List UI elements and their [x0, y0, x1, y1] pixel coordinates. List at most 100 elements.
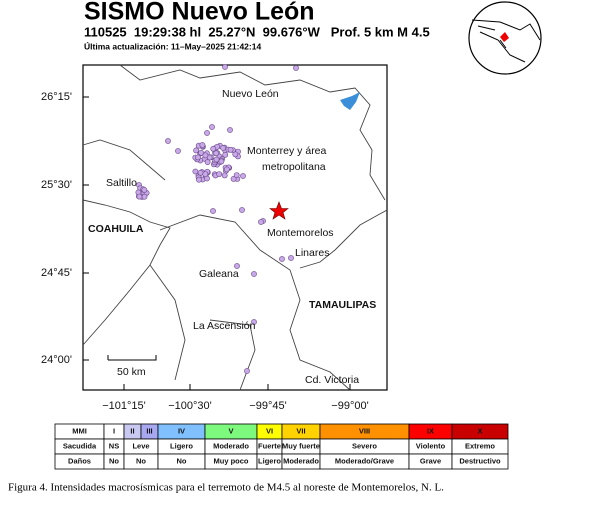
- boundaries: [82, 64, 388, 391]
- updated: Última actualización: 11–May–2025 21:42:…: [84, 40, 261, 51]
- table-text: Leve: [132, 441, 149, 450]
- table-text: Grave: [420, 456, 441, 465]
- y-tick-label: 24°00': [41, 354, 72, 366]
- table-text: Daños: [68, 456, 91, 465]
- report-dot: [216, 171, 223, 177]
- report-dot: [213, 150, 220, 157]
- table-text: III: [146, 426, 152, 435]
- report-dot: [221, 172, 228, 179]
- report-dot: [210, 208, 216, 214]
- table-text: Severo: [352, 441, 377, 450]
- report-dot: [136, 193, 143, 200]
- table-text: V: [228, 426, 233, 435]
- place-label: Galeana: [199, 268, 239, 280]
- table-text: Sacudida: [63, 441, 97, 450]
- report-dot: [199, 142, 206, 148]
- table-text: Fuerte: [258, 441, 281, 450]
- reports: [135, 64, 299, 374]
- place-label: La Ascensión: [193, 320, 256, 332]
- caption: Figura 4. Intensidades macrosísmicas par…: [8, 482, 444, 494]
- report-dot: [175, 148, 181, 154]
- place-label: Linares: [295, 247, 329, 259]
- place-label: Nuevo León: [222, 88, 279, 100]
- y-tick-label: 26°15': [41, 91, 72, 103]
- report-dot: [209, 124, 215, 130]
- map-frame: [82, 64, 388, 391]
- report-dot: [202, 152, 209, 159]
- table-text: Violento: [416, 441, 446, 450]
- epicenter: [269, 201, 289, 220]
- report-dot: [218, 158, 225, 165]
- report-dot: [234, 263, 240, 269]
- table-text: VIII: [359, 426, 370, 435]
- table-text: No: [136, 456, 146, 465]
- report-dot: [222, 151, 229, 158]
- report-dot: [227, 146, 234, 153]
- table-text: Extremo: [465, 441, 495, 450]
- report-dot: [240, 173, 246, 179]
- scale-bar: [107, 355, 157, 361]
- table-text: IV: [178, 426, 185, 435]
- place-label: Cd. Victoria: [305, 374, 359, 386]
- title: SISMO Nuevo León: [84, 0, 315, 26]
- report-dot: [251, 271, 257, 277]
- report-dot: [192, 168, 199, 175]
- report-dot: [193, 147, 199, 154]
- table-text: Ligero: [258, 456, 281, 465]
- y-tick-label: 24°45': [41, 267, 72, 279]
- x-tick-label: −101°15': [102, 400, 146, 412]
- report-dot: [204, 159, 211, 165]
- place-label: metropolitana: [262, 161, 326, 173]
- place-label: Montemorelos: [267, 227, 334, 239]
- report-dot: [227, 127, 233, 133]
- table-text: No: [109, 456, 119, 465]
- report-dot: [202, 171, 209, 177]
- report-dot: [165, 138, 171, 144]
- report-dot: [204, 130, 210, 136]
- table-text: NS: [109, 441, 119, 450]
- report-dot: [293, 65, 299, 71]
- x-tick-label: −99°00': [331, 400, 368, 412]
- table-text: Muy fuerte: [282, 441, 320, 450]
- report-dot: [222, 64, 228, 70]
- event-info: 110525 19:29:38 hl 25.27°N 99.676°W Prof…: [84, 24, 430, 39]
- table-text: I: [113, 426, 115, 435]
- place-label: Saltillo: [106, 177, 137, 189]
- report-dot: [223, 166, 230, 173]
- table-cell: [451, 453, 509, 470]
- report-dot: [196, 176, 202, 183]
- report-dot: [213, 156, 220, 163]
- table-text: Destructivo: [459, 456, 501, 465]
- table-text: VI: [266, 426, 273, 435]
- place-label: Monterrey y área: [247, 145, 327, 157]
- report-dot: [197, 169, 204, 176]
- report-dot: [141, 186, 148, 193]
- table-text: Moderado/Grave: [335, 456, 394, 465]
- report-dot: [251, 319, 257, 325]
- lake: [340, 92, 360, 110]
- report-dot: [233, 172, 240, 178]
- table-text: Moderado: [283, 456, 319, 465]
- table-text: VII: [296, 426, 305, 435]
- report-dot: [279, 256, 285, 262]
- x-tick-label: −99°45': [249, 400, 286, 412]
- x-tick-label: −100°30': [168, 400, 212, 412]
- place-label: TAMAULIPAS: [309, 299, 376, 311]
- report-dot: [244, 368, 250, 374]
- place-label: COAHUILA: [88, 223, 144, 235]
- table-text: Muy poco: [214, 456, 249, 465]
- report-dot: [141, 193, 148, 200]
- report-dot: [230, 175, 237, 182]
- scale-label: 50 km: [117, 366, 146, 378]
- report-dot: [288, 255, 294, 261]
- report-dot: [210, 145, 217, 152]
- table-text: IX: [427, 426, 434, 435]
- table-text: No: [177, 456, 187, 465]
- table-text: X: [477, 426, 482, 435]
- report-dot: [220, 145, 226, 151]
- inset-globe: [468, 1, 542, 75]
- report-dot: [239, 207, 245, 213]
- report-dot: [194, 154, 201, 161]
